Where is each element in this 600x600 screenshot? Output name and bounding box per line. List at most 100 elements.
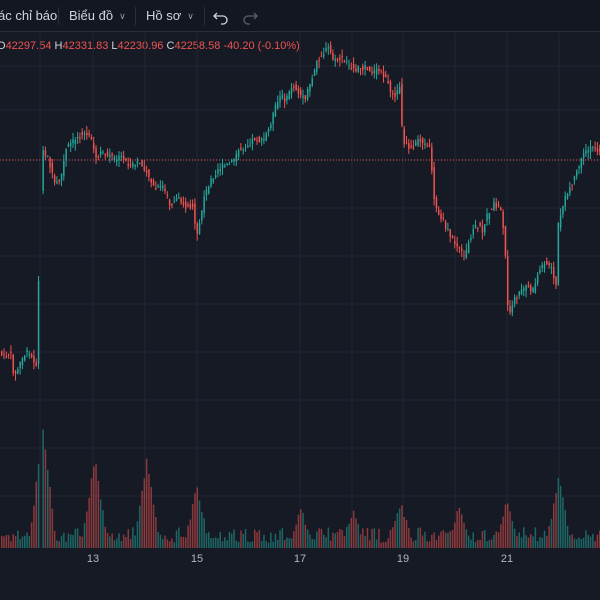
x-tick-label: 19 xyxy=(397,553,409,565)
volume-bar xyxy=(488,540,491,548)
candle-body xyxy=(343,61,346,63)
volume-bar xyxy=(553,503,555,548)
chevron-down-icon: ∨ xyxy=(187,11,194,21)
candle-body xyxy=(171,203,173,206)
volume-bar xyxy=(290,538,293,548)
candle-body xyxy=(7,354,10,356)
candle-body xyxy=(550,267,553,269)
volume-bar xyxy=(231,533,233,548)
candle-body xyxy=(212,178,215,182)
volume-bar xyxy=(304,524,307,548)
chart-grid xyxy=(0,33,600,548)
candle-body xyxy=(424,143,426,145)
candle-body xyxy=(201,210,203,221)
volume-bar xyxy=(451,529,454,548)
volume-bar xyxy=(428,541,431,548)
volume-bar xyxy=(191,504,194,548)
volume-bar xyxy=(24,535,26,548)
volume-bar xyxy=(589,536,592,548)
candle-body xyxy=(49,158,51,168)
candle-body xyxy=(504,226,507,256)
candle-body xyxy=(83,133,86,135)
volume-bar xyxy=(212,537,215,548)
volume-bar xyxy=(587,534,589,548)
undo-button[interactable] xyxy=(213,0,229,32)
volume-bar xyxy=(168,541,171,548)
candle-body xyxy=(431,147,433,171)
candle-body xyxy=(12,354,14,373)
volume-bar xyxy=(435,539,438,548)
volume-bar xyxy=(145,458,148,548)
volume-bar xyxy=(120,541,123,548)
volume-bar xyxy=(300,509,302,548)
volume-bar xyxy=(306,529,309,548)
candle-body xyxy=(228,163,231,165)
volume-bar xyxy=(424,531,426,548)
volume-bar xyxy=(495,531,497,548)
volume-bar xyxy=(254,529,256,548)
candle-body xyxy=(79,137,81,139)
volume-bar xyxy=(371,528,373,548)
candle-body xyxy=(507,256,509,306)
x-tick-label: 17 xyxy=(294,553,306,565)
toolbar-divider xyxy=(204,7,205,25)
volume-bar xyxy=(309,534,311,548)
candle-body xyxy=(293,86,295,88)
volume-bar xyxy=(274,533,277,548)
volume-bar xyxy=(392,527,394,548)
volume-bar xyxy=(90,478,93,548)
candle-body xyxy=(155,187,157,190)
candle-body xyxy=(304,95,307,100)
volume-bar xyxy=(106,532,109,548)
candle-body xyxy=(380,70,382,72)
volume-bar xyxy=(369,540,371,548)
volume-bar xyxy=(557,477,560,548)
candle-body xyxy=(28,353,31,356)
x-axis: 13 15 17 19 21 xyxy=(87,553,513,565)
volume-bar xyxy=(194,493,196,548)
indicators-menu[interactable]: ác chỉ báo xyxy=(0,0,57,32)
candle-body xyxy=(463,255,465,257)
candle-body xyxy=(203,196,205,213)
volume-bar xyxy=(247,541,249,548)
candle-body xyxy=(166,194,169,196)
volume-bar xyxy=(5,535,8,548)
top-toolbar: ác chỉ báo Biểu đồ ∨ Hồ sơ ∨ xyxy=(0,0,600,32)
x-tick-label: 21 xyxy=(501,553,513,565)
volume-bar xyxy=(237,541,240,548)
candle-body xyxy=(562,206,564,215)
candle-body xyxy=(447,228,449,230)
candle-body xyxy=(398,86,401,94)
candle-body xyxy=(164,188,166,192)
candle-body xyxy=(295,84,297,91)
volume-bar xyxy=(378,528,380,548)
indicators-label: ác chỉ báo xyxy=(0,8,58,23)
profile-menu[interactable]: Hồ sơ ∨ xyxy=(146,0,194,32)
chart-menu[interactable]: Biểu đồ ∨ xyxy=(69,0,126,32)
candle-body xyxy=(309,84,311,92)
candle-body xyxy=(150,178,152,183)
volume-bar xyxy=(14,535,17,548)
candle-body xyxy=(116,160,118,162)
candle-body xyxy=(63,160,65,176)
volume-bar xyxy=(51,508,54,548)
volume-bar xyxy=(228,532,231,548)
candle-body xyxy=(97,156,100,158)
candle-body xyxy=(438,209,440,215)
candle-body xyxy=(323,54,325,57)
candle-body xyxy=(104,153,106,156)
candle-body xyxy=(251,138,254,145)
candle-body xyxy=(369,66,371,72)
candle-body xyxy=(67,144,70,148)
volume-bar xyxy=(283,540,286,548)
volume-bar xyxy=(198,500,201,548)
volume-bar xyxy=(171,538,173,548)
candle-body xyxy=(451,236,454,238)
volume-bar xyxy=(33,505,35,548)
redo-button[interactable] xyxy=(242,0,258,32)
candle-body xyxy=(403,128,405,144)
volume-bar xyxy=(497,532,500,548)
candle-body xyxy=(426,146,428,148)
candle-body xyxy=(569,187,571,194)
